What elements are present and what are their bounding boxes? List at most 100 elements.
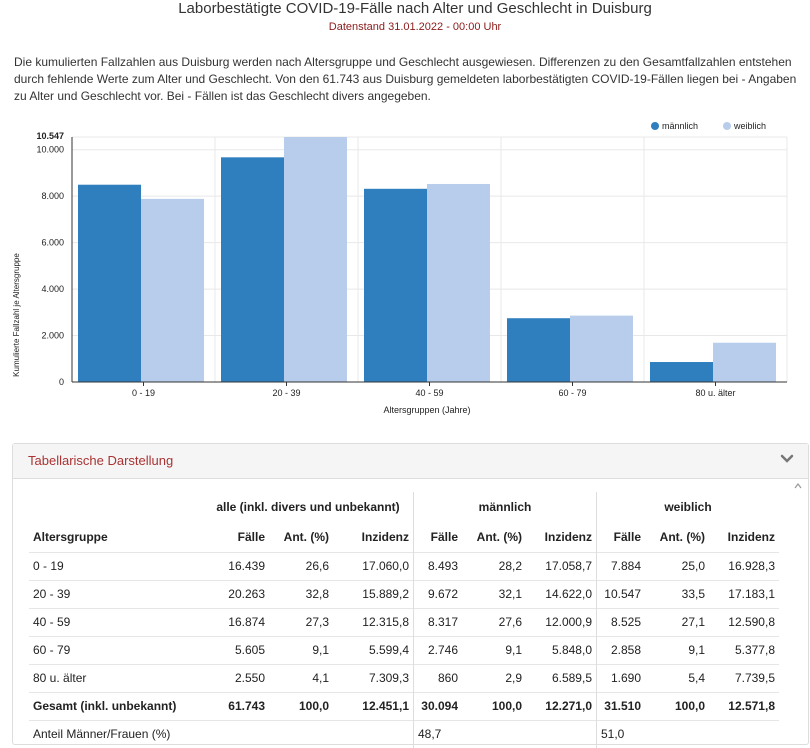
column-header: Altersgruppe [33,529,108,544]
table-cell: 32,8 [269,579,333,608]
table-cell: 2.746 [413,635,462,664]
table-cell: 51,0 [596,719,645,748]
y-tick-label: 6.000 [41,238,64,248]
table-panel-title[interactable]: Tabellarische Darstellung [28,453,174,468]
table-cell: 17.060,0 [333,551,414,580]
x-tick-label: 60 - 79 [558,388,586,398]
table-cell: 7.739,5 [709,663,779,692]
table-cell: 17.183,1 [709,579,779,608]
table-row: 20 - 39 20.263 32,8 15.889,2 9.672 32,1 14.622… [29,579,779,608]
table-cell: 2,9 [462,663,526,692]
bar-männlich-60 - 79[interactable] [507,318,570,382]
x-axis-label: Altersgruppen (Jahre) [383,405,470,415]
bar-männlich-20 - 39[interactable] [221,157,284,382]
bar-weiblich-20 - 39[interactable] [284,137,347,382]
y-tick-label: 8.000 [41,191,64,201]
table-cell: 100,0 [645,691,709,720]
table-cell: 8.493 [413,551,462,580]
x-axis: 0 - 19 20 - 39 40 - 59 60 - 79 80 u. älter [72,381,787,398]
table-cell [462,719,526,748]
table-cell [269,719,333,748]
row-label-cell: Gesamt (inkl. unbekannt) [29,691,203,720]
table-cell: 12.590,8 [709,607,779,636]
row-label-cell: 40 - 59 [29,607,203,636]
column-header: Ant. (%) [476,529,522,544]
y-tick-label: 10.000 [36,145,64,155]
chart-bars [78,137,776,382]
bar-weiblich-40 - 59[interactable] [427,183,490,382]
x-tick-label: 40 - 59 [415,388,443,398]
legend-label-weiblich[interactable]: weiblich [733,121,766,131]
row-label-cell: 0 - 19 [29,551,203,580]
table-cell: 16.439 [203,551,269,580]
table-cell: 2.550 [203,663,269,692]
bar-weiblich-80 u. älter[interactable] [713,342,776,382]
chevron-down-icon[interactable] [780,452,794,466]
row-label-cell: 80 u. älter [29,663,203,692]
table-cell [709,719,779,748]
table-cell: 5.599,4 [333,635,414,664]
bar-chart: 0 2.000 4.000 6.000 8.000 10.000 10.547 0 - 19… [12,121,788,415]
y-tick-label: 2.000 [41,331,64,341]
bar-männlich-40 - 59[interactable] [364,188,427,382]
table-cell: 1.690 [596,663,645,692]
column-header: Ant. (%) [283,529,329,544]
table-cell: 27,6 [462,607,526,636]
table-panel: Tabellarische Darstellung alle (inkl. di… [12,443,809,748]
table-cell: 17.058,7 [526,551,597,580]
column-header: Inzidenz [544,529,592,544]
table-cell: 12.000,9 [526,607,597,636]
column-header: Fälle [413,522,462,552]
bar-männlich-80 u. älter[interactable] [650,362,713,382]
table-cell [203,719,269,748]
table-cell [645,719,709,748]
x-tick-label: 80 u. älter [695,388,735,398]
table-cell: 15.889,2 [333,579,414,608]
legend-marker-maennlich [651,122,659,130]
table-cell: 7.309,3 [333,663,414,692]
table-cell: 14.622,0 [526,579,597,608]
group-header-male: männlich [413,492,597,522]
y-tick-label: 0 [59,377,64,387]
column-header: Fälle [237,529,265,544]
table-cell: 6.589,5 [526,663,597,692]
table-cell: 5.377,8 [709,635,779,664]
table-cell: 20.263 [203,579,269,608]
legend[interactable]: männlich weiblich [651,121,766,131]
bar-männlich-0 - 19[interactable] [78,184,141,382]
table-column-header-row: Altersgruppe Fälle Ant. (%) Inzidenz Fäl… [29,522,779,552]
x-tick-label: 20 - 39 [272,388,300,398]
table-cell: 27,1 [645,607,709,636]
table-cell: 2.858 [596,635,645,664]
table-cell [526,719,597,748]
table-row: 40 - 59 16.874 27,3 12.315,8 8.317 27,6 12.000… [29,607,779,636]
table-row: 60 - 79 5.605 9,1 5.599,4 2.746 9,1 5.848,0 2.8… [29,635,779,664]
table-cell: 33,5 [645,579,709,608]
bar-weiblich-60 - 79[interactable] [570,315,633,382]
table-cell: 100,0 [269,691,333,720]
page-subtitle: Datenstand 31.01.2022 - 00:00 Uhr [328,21,502,33]
table-total-row: Gesamt (inkl. unbekannt) 61.743 100,0 12.45… [29,691,779,720]
table-panel-header[interactable]: Tabellarische Darstellung [13,444,808,479]
table-cell: 5,4 [645,663,709,692]
table-cell: 9,1 [645,635,709,664]
table-cell: 16.928,3 [709,551,779,580]
table-cell: 8.525 [596,607,645,636]
bar-weiblich-0 - 19[interactable] [141,198,204,382]
table-cell: 28,2 [462,551,526,580]
row-label-cell: Anteil Männer/Frauen (%) [29,719,203,748]
table-cell: 7.884 [596,551,645,580]
table-cell: 30.094 [413,691,462,720]
column-header: Fälle [596,522,645,552]
x-tick-label: 0 - 19 [132,388,155,398]
table-cell: 27,3 [269,607,333,636]
row-label-cell: 20 - 39 [29,579,203,608]
table-cell: 48,7 [413,719,462,748]
table-share-row: Anteil Männer/Frauen (%) 48,7 51,0 [29,719,779,748]
table-cell: 5.848,0 [526,635,597,664]
column-header: Inzidenz [361,529,409,544]
table-cell: 61.743 [203,691,269,720]
table-cell: 16.874 [203,607,269,636]
scroll-up-arrow[interactable] [794,482,802,490]
legend-label-maennlich[interactable]: männlich [662,121,698,131]
